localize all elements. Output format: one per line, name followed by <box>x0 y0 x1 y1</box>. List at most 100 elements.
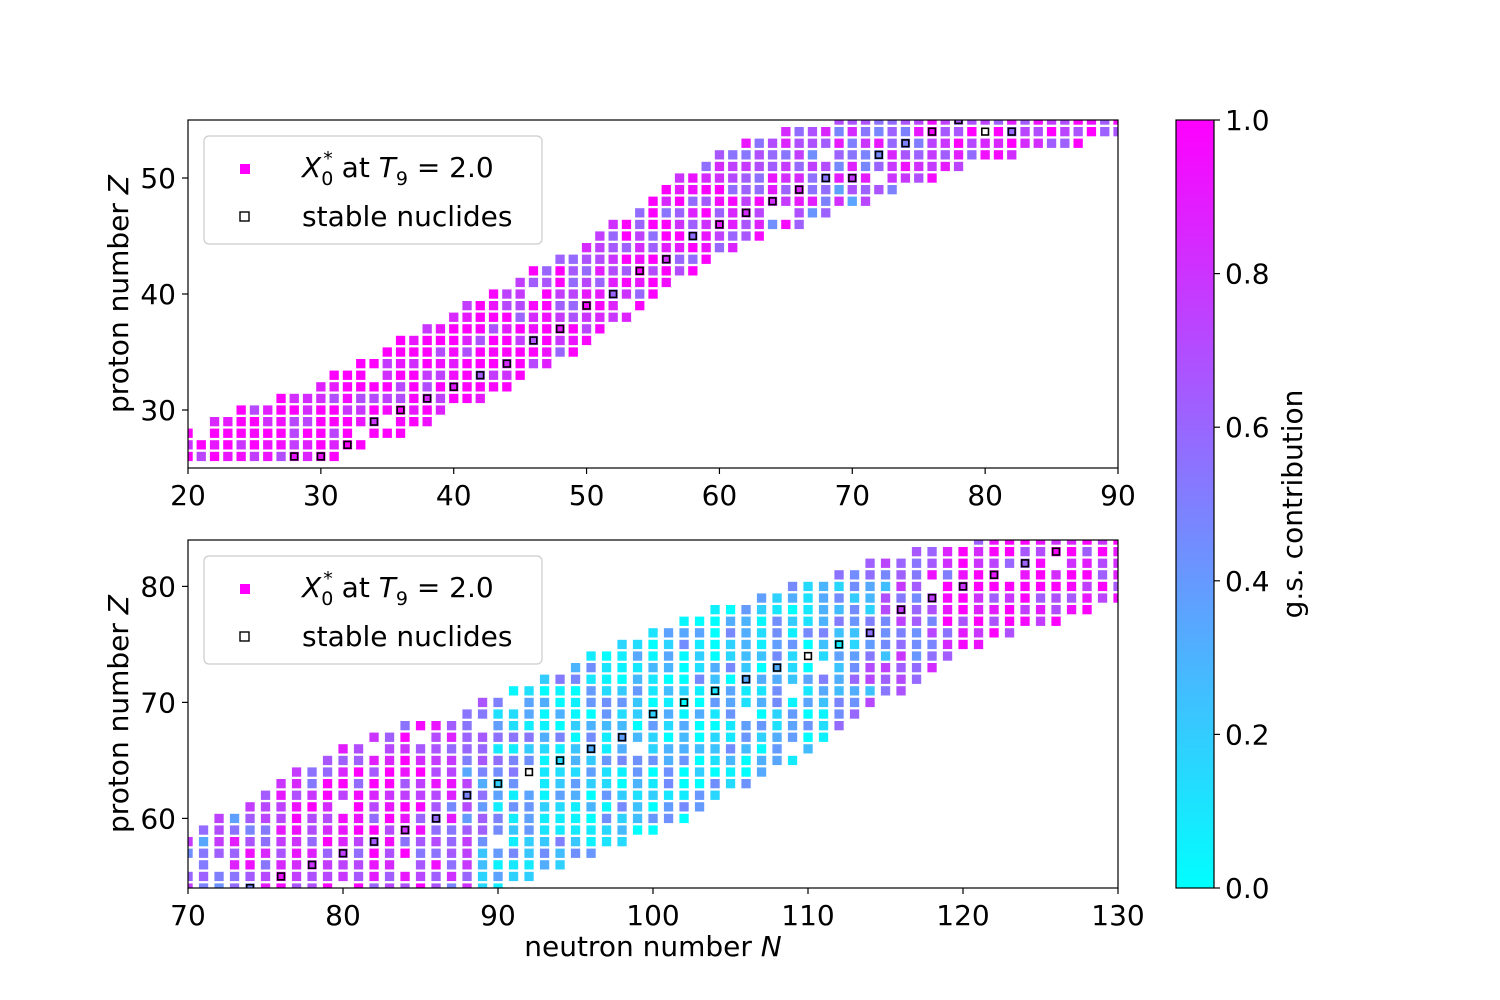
nuclide-marker <box>821 208 831 218</box>
nuclide-marker <box>539 674 550 684</box>
nuclide-marker <box>1082 593 1092 603</box>
nuclide-marker <box>568 289 578 299</box>
nuclide-marker <box>741 755 751 766</box>
nuclide-marker <box>714 219 725 230</box>
nuclide-marker <box>601 755 612 766</box>
x-tick-label: 100 <box>626 899 679 932</box>
nuclide-marker <box>741 138 751 148</box>
nuclide-marker <box>663 790 674 800</box>
nuclide-marker <box>1100 127 1110 137</box>
nuclide-marker <box>927 593 937 603</box>
nuclide-marker <box>353 755 364 766</box>
colorbar: 0.0 0.2 0.4 0.6 0.8 1.0 g.s. contribution <box>1175 104 1309 905</box>
nuclide-marker <box>356 359 366 369</box>
nuclide-marker <box>794 208 804 218</box>
nuclide-marker <box>741 651 751 661</box>
nuclide-marker <box>422 359 432 369</box>
nuclide-marker <box>887 138 897 148</box>
nuclide-marker <box>803 605 813 615</box>
nuclide-marker <box>661 266 671 276</box>
nuclide-marker <box>1086 120 1097 125</box>
nuclide-marker <box>725 721 736 731</box>
nuclide-marker <box>756 744 767 754</box>
nuclide-marker <box>508 732 519 742</box>
nuclide-marker <box>756 709 767 719</box>
nuclide-marker <box>493 744 503 754</box>
nuclide-marker <box>289 451 299 462</box>
nuclide-marker <box>555 860 565 870</box>
nuclide-marker <box>794 161 804 172</box>
nuclide-marker <box>1100 120 1110 125</box>
nuclide-marker <box>860 138 871 148</box>
nuclide-marker <box>847 196 857 206</box>
nuclide-marker <box>307 860 317 870</box>
nuclide-marker <box>989 593 999 603</box>
nuclide-marker <box>725 674 736 684</box>
nuclide-marker <box>1097 570 1108 580</box>
nuclide-marker <box>688 173 698 183</box>
nuclide-marker <box>555 335 565 346</box>
nuclide-marker <box>462 721 472 731</box>
nuclide-marker <box>384 825 395 835</box>
nuclide-marker <box>595 254 605 264</box>
nuclide-marker <box>477 744 488 754</box>
nuclide-marker <box>475 382 485 392</box>
nuclide-marker <box>524 825 534 835</box>
x-tick-label: 120 <box>936 899 989 932</box>
nuclide-marker <box>632 790 643 800</box>
nuclide-marker <box>431 837 441 847</box>
nuclide-marker <box>967 127 977 137</box>
nuclide-marker <box>794 150 804 160</box>
nuclide-marker <box>728 185 738 195</box>
nuclide-marker <box>249 428 260 438</box>
stable-nuclide-marker <box>803 651 813 661</box>
nuclide-marker <box>508 744 519 754</box>
nuclide-marker <box>581 301 592 311</box>
nuclide-marker <box>477 871 488 882</box>
nuclide-marker <box>289 428 299 438</box>
nuclide-marker <box>834 127 844 137</box>
nuclide-marker <box>818 686 829 696</box>
nuclide-marker <box>276 860 286 870</box>
nuclide-marker <box>710 686 720 696</box>
legend-marker-gs-icon <box>240 584 250 594</box>
nuclide-marker <box>586 755 596 766</box>
nuclide-marker <box>502 312 512 322</box>
nuclide-marker <box>539 744 550 754</box>
nuclide-marker <box>714 173 725 183</box>
nuclide-marker <box>209 428 220 438</box>
stable-nuclide-marker <box>710 686 720 695</box>
nuclide-marker <box>663 732 674 742</box>
nuclide-marker <box>1020 605 1030 615</box>
nuclide-marker <box>263 428 273 438</box>
nuclide-marker <box>338 813 348 824</box>
nuclide-marker <box>663 755 674 766</box>
nuclide-marker <box>1004 593 1015 603</box>
nuclide-marker <box>772 697 782 708</box>
nuclide-marker <box>688 208 698 218</box>
nuclide-marker <box>958 581 968 592</box>
nuclide-marker <box>1066 558 1077 568</box>
nuclide-marker <box>874 161 884 172</box>
nuclide-marker <box>400 813 410 824</box>
nuclide-marker <box>384 767 395 777</box>
nuclide-marker <box>635 301 645 311</box>
nuclide-marker <box>570 755 581 766</box>
nuclide-marker <box>914 127 924 137</box>
nuclide-marker <box>953 127 964 137</box>
nuclide-marker <box>927 120 937 125</box>
nuclide-marker <box>754 150 764 160</box>
top-legend-box <box>203 135 543 245</box>
bottom-y-ticks: 60 70 80 <box>140 570 188 835</box>
nuclide-marker <box>635 277 645 288</box>
nuclide-marker <box>395 417 406 427</box>
nuclide-marker <box>493 802 503 812</box>
nuclide-marker <box>710 639 720 650</box>
nuclide-marker <box>880 663 891 673</box>
nuclide-marker <box>980 150 990 160</box>
nuclide-marker <box>927 651 937 661</box>
nuclide-marker <box>356 382 366 392</box>
nuclide-marker <box>462 744 472 754</box>
nuclide-marker <box>741 744 751 754</box>
